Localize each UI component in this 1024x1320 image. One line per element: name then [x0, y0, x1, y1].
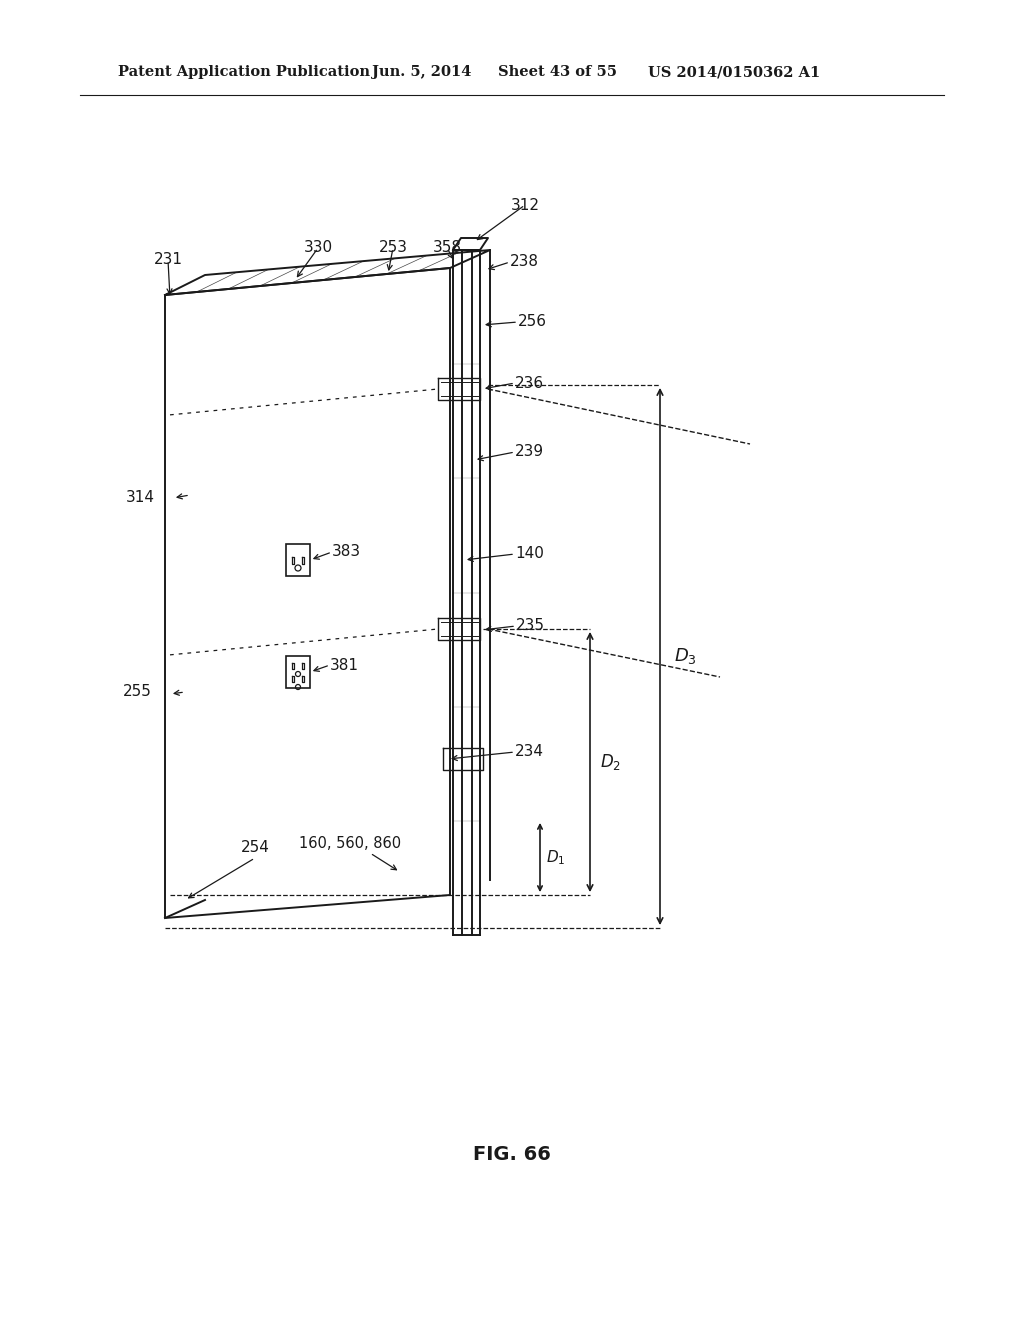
FancyBboxPatch shape: [286, 656, 310, 688]
Text: 312: 312: [511, 198, 540, 213]
Text: Patent Application Publication: Patent Application Publication: [118, 65, 370, 79]
Text: 256: 256: [518, 314, 547, 330]
Text: 235: 235: [516, 619, 545, 634]
Text: Jun. 5, 2014: Jun. 5, 2014: [372, 65, 471, 79]
Text: 254: 254: [241, 841, 269, 855]
Text: 238: 238: [510, 255, 539, 269]
Text: 160, 560, 860: 160, 560, 860: [299, 837, 401, 851]
Text: 383: 383: [332, 544, 361, 560]
Text: 239: 239: [515, 445, 544, 459]
Text: 381: 381: [330, 657, 359, 672]
Text: 253: 253: [379, 240, 408, 256]
FancyBboxPatch shape: [286, 544, 310, 576]
Text: $D_2$: $D_2$: [600, 752, 621, 772]
Text: 234: 234: [515, 744, 544, 759]
Text: $D_1$: $D_1$: [546, 849, 565, 867]
Text: 236: 236: [515, 375, 544, 391]
Text: 231: 231: [154, 252, 182, 268]
Text: US 2014/0150362 A1: US 2014/0150362 A1: [648, 65, 820, 79]
Text: 358: 358: [432, 240, 462, 256]
Text: Sheet 43 of 55: Sheet 43 of 55: [498, 65, 617, 79]
Text: 140: 140: [515, 546, 544, 561]
Text: 314: 314: [126, 491, 155, 506]
Text: $D_3$: $D_3$: [674, 647, 696, 667]
Text: FIG. 66: FIG. 66: [473, 1146, 551, 1164]
Text: 255: 255: [123, 685, 152, 700]
Text: 330: 330: [303, 240, 333, 256]
